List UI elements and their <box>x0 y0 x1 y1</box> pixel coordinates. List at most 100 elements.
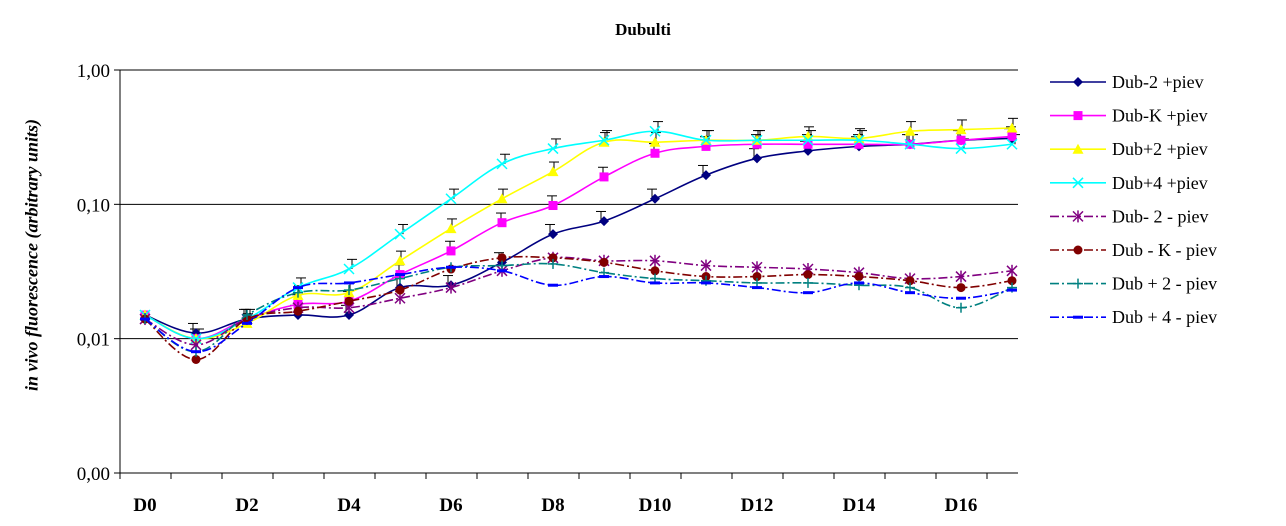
marker-triangle <box>394 255 406 266</box>
marker-triangle <box>547 166 559 177</box>
data-point <box>752 272 762 282</box>
marker-circle <box>497 253 507 263</box>
series-3 <box>139 122 1018 344</box>
data-point <box>548 201 558 211</box>
marker-square <box>446 246 456 256</box>
marker-circle <box>548 253 558 263</box>
data-point <box>649 136 661 147</box>
marker-x-b <box>598 134 610 146</box>
data-point <box>1006 264 1018 277</box>
axes <box>114 69 1018 479</box>
x-tick-label: D16 <box>945 495 978 516</box>
legend-marker <box>1073 111 1083 121</box>
x-tick-label: D0 <box>133 495 156 516</box>
marker-x-b <box>853 134 865 146</box>
x-tick-label: D12 <box>741 495 774 516</box>
data-point <box>700 259 712 272</box>
legend-entry: Dub - K - piev <box>1050 240 1217 260</box>
data-point <box>242 310 252 321</box>
data-point <box>344 310 354 321</box>
legend-label: Dub- 2 - piev <box>1112 206 1208 226</box>
data-point <box>700 134 712 146</box>
chart-title: Dubulti <box>615 20 671 39</box>
marker-x-b <box>904 138 916 150</box>
data-point <box>905 276 915 286</box>
data-point <box>701 141 711 151</box>
gridlines <box>120 69 1018 340</box>
legend: Dub-2 +piev Dub-K +piev Dub+2 +piev Dub+4 +… <box>1050 72 1217 327</box>
data-point <box>904 125 916 136</box>
data-point <box>956 135 966 145</box>
marker-diamond <box>701 170 711 181</box>
data-point <box>497 260 507 271</box>
y-tick-label: 0,01 <box>77 330 110 351</box>
data-point <box>293 287 303 298</box>
marker-square <box>803 139 813 149</box>
data-point <box>956 283 966 293</box>
y-tick-label: 0,00 <box>77 464 110 485</box>
data-point <box>445 193 457 205</box>
data-point <box>802 134 814 146</box>
marker-x-b <box>649 125 661 137</box>
marker-triangle <box>904 125 916 136</box>
legend-entry: Dub + 4 - piev <box>1050 307 1217 327</box>
data-point <box>395 285 405 295</box>
data-point <box>496 158 508 170</box>
data-point <box>701 170 711 181</box>
marker-square <box>548 201 558 211</box>
data-point <box>751 261 763 274</box>
data-point <box>854 272 864 282</box>
data-point <box>344 296 354 306</box>
legend-label: Dub+4 +piev <box>1112 173 1208 193</box>
marker-x-b <box>496 158 508 170</box>
legend-entry: Dub+4 +piev <box>1050 173 1208 193</box>
marker-square <box>854 139 864 149</box>
data-point <box>446 246 456 256</box>
data-point <box>955 270 967 283</box>
series-line <box>144 255 1013 361</box>
x-tick-label: D8 <box>541 495 564 516</box>
marker-x-b <box>955 143 967 155</box>
x-tick-label: D6 <box>439 495 462 516</box>
series-7 <box>140 258 1017 357</box>
marker-x-b <box>751 134 763 146</box>
legend-marker <box>1072 210 1084 223</box>
marker-diamond <box>599 216 609 227</box>
data-point <box>548 229 558 240</box>
marker-square <box>497 218 507 228</box>
data-point <box>394 228 406 240</box>
data-point <box>853 134 865 146</box>
marker-triangle <box>445 223 457 234</box>
data-point <box>854 139 864 149</box>
marker-diamond <box>650 193 660 204</box>
marker-square <box>599 172 609 182</box>
data-point <box>599 257 609 267</box>
marker-circle <box>293 306 303 316</box>
legend-label: Dub + 4 - piev <box>1112 307 1217 327</box>
marker-circle <box>599 257 609 267</box>
data-point <box>548 258 558 269</box>
marker-circle <box>650 266 660 276</box>
marker-square <box>701 141 711 151</box>
legend-label: Dub+2 +piev <box>1112 139 1208 159</box>
marker-triangle <box>496 193 508 204</box>
x-tick-label: D4 <box>337 495 361 516</box>
marker-x-b <box>1072 177 1084 189</box>
y-tick-label: 0,10 <box>77 195 110 216</box>
marker-circle <box>1073 245 1083 255</box>
data-point <box>599 216 609 227</box>
x-tick-label: D10 <box>639 495 672 516</box>
data-point <box>547 143 559 155</box>
data-point <box>649 125 661 137</box>
data-point <box>191 354 201 364</box>
series-line <box>144 127 1013 340</box>
data-point <box>548 253 558 263</box>
data-point <box>1006 138 1018 150</box>
marker-x-b <box>700 134 712 146</box>
marker-diamond <box>1073 77 1083 87</box>
marker-triangle <box>598 136 610 147</box>
marker-x-b <box>343 263 355 275</box>
data-point <box>955 143 967 155</box>
data-point <box>547 166 559 177</box>
data-point <box>803 270 813 280</box>
